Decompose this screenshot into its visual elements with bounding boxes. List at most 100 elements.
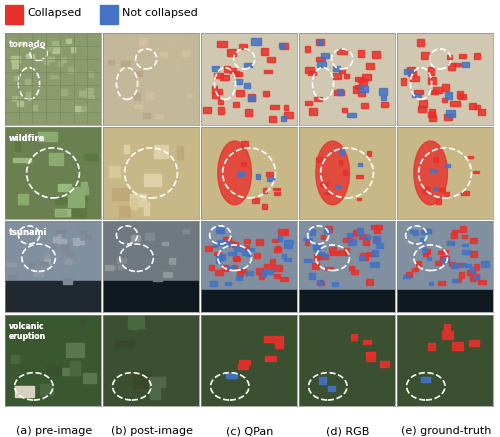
Bar: [56, 210, 66, 215]
Bar: [314, 254, 318, 260]
Bar: [70, 187, 88, 194]
Bar: [428, 77, 436, 84]
Bar: [284, 258, 292, 261]
Bar: [79, 229, 86, 233]
Bar: [232, 71, 239, 76]
Bar: [280, 277, 287, 281]
Bar: [34, 272, 43, 276]
Text: Not collapsed: Not collapsed: [122, 8, 198, 18]
Bar: [154, 145, 168, 158]
Bar: [363, 239, 368, 245]
Bar: [282, 254, 286, 258]
Bar: [150, 385, 160, 399]
Bar: [278, 236, 282, 241]
Bar: [118, 206, 130, 217]
Bar: [441, 256, 446, 262]
Bar: [451, 264, 458, 268]
Bar: [472, 274, 479, 280]
Bar: [452, 279, 458, 282]
Bar: [46, 366, 62, 375]
Bar: [228, 252, 235, 255]
Bar: [474, 53, 480, 59]
Bar: [18, 194, 28, 205]
Bar: [237, 271, 244, 276]
Bar: [50, 153, 63, 165]
Bar: [52, 47, 60, 53]
Bar: [420, 239, 424, 243]
Bar: [422, 230, 426, 234]
Bar: [449, 262, 456, 267]
Bar: [352, 334, 357, 340]
Bar: [478, 108, 485, 115]
Bar: [299, 290, 395, 312]
Bar: [52, 41, 59, 47]
Bar: [438, 188, 445, 191]
Bar: [143, 46, 152, 51]
Bar: [328, 386, 336, 391]
Bar: [66, 343, 84, 357]
Bar: [216, 227, 224, 233]
Bar: [226, 238, 230, 242]
Bar: [366, 279, 374, 285]
Bar: [12, 63, 18, 68]
Bar: [310, 274, 315, 279]
Bar: [284, 105, 288, 110]
Bar: [244, 239, 250, 243]
Bar: [310, 229, 316, 235]
Bar: [440, 256, 448, 262]
Bar: [317, 281, 324, 284]
Bar: [347, 113, 356, 117]
Bar: [452, 229, 459, 232]
Bar: [236, 90, 244, 97]
Bar: [460, 272, 464, 278]
Bar: [212, 66, 220, 71]
Text: tsunami: tsunami: [9, 228, 47, 237]
Bar: [244, 63, 252, 66]
Bar: [278, 229, 286, 235]
Bar: [130, 198, 136, 209]
Bar: [321, 254, 328, 257]
Bar: [444, 324, 450, 331]
Ellipse shape: [316, 141, 350, 205]
Bar: [444, 114, 452, 121]
Bar: [470, 251, 477, 257]
Bar: [338, 49, 347, 54]
Bar: [146, 92, 154, 99]
Bar: [474, 104, 480, 108]
Bar: [326, 226, 332, 232]
Bar: [218, 89, 222, 94]
Bar: [407, 66, 415, 72]
Bar: [442, 98, 447, 102]
Bar: [335, 184, 340, 188]
Bar: [172, 61, 180, 69]
Bar: [416, 261, 420, 267]
Ellipse shape: [218, 141, 252, 205]
Bar: [380, 361, 390, 367]
Bar: [355, 85, 362, 90]
Bar: [44, 259, 50, 264]
Bar: [456, 278, 460, 282]
Bar: [282, 229, 288, 235]
Bar: [214, 252, 221, 256]
Bar: [218, 107, 224, 114]
Bar: [360, 253, 368, 260]
Bar: [404, 69, 413, 74]
Bar: [217, 240, 224, 245]
Bar: [467, 270, 474, 275]
Bar: [236, 276, 242, 280]
Bar: [220, 254, 225, 260]
Bar: [176, 265, 184, 271]
Bar: [410, 230, 417, 233]
Bar: [333, 66, 340, 71]
Bar: [84, 92, 91, 97]
Bar: [264, 264, 273, 267]
Bar: [275, 343, 283, 348]
Bar: [420, 377, 430, 382]
Bar: [240, 269, 246, 273]
Bar: [226, 373, 237, 378]
Bar: [133, 371, 151, 388]
Bar: [262, 270, 266, 275]
Bar: [66, 39, 71, 43]
Bar: [28, 263, 35, 268]
Bar: [309, 108, 317, 114]
